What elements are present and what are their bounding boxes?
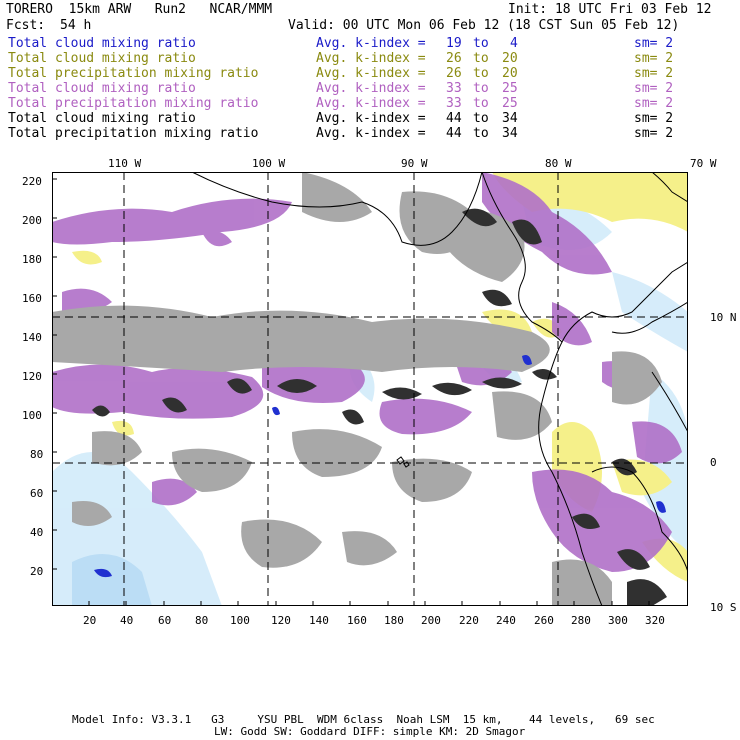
- x-tick-label: 300: [608, 614, 628, 627]
- x-tick-label: 20: [83, 614, 97, 627]
- legend-row-to: 34: [502, 111, 518, 126]
- legend-row-to-word: to: [473, 96, 489, 111]
- legend-row-to-word: to: [473, 36, 489, 51]
- x-tick-label: 220: [459, 614, 479, 627]
- x-tick-label: 80: [195, 614, 209, 627]
- lon-label: 90 W: [401, 157, 428, 170]
- y-tick-label: 100: [22, 409, 42, 422]
- init-time: Init: 18 UTC Fri 03 Feb 12: [508, 2, 712, 17]
- legend-row-sm: sm= 2: [634, 81, 674, 96]
- x-tick-label: 320: [645, 614, 665, 627]
- legend-row-to: 20: [502, 66, 518, 81]
- legend-row-to: 25: [502, 96, 518, 111]
- legend-row-name: Total cloud mixing ratio: [8, 111, 196, 126]
- legend-row-sm: sm= 2: [634, 36, 674, 51]
- legend-row-to: 34: [502, 126, 518, 141]
- legend-row-sm: sm= 2: [634, 66, 674, 81]
- legend-row-name: Total precipitation mixing ratio: [8, 96, 259, 111]
- x-tick-label: 100: [230, 614, 250, 627]
- legend-row-name: Total cloud mixing ratio: [8, 81, 196, 96]
- legend-row-to: 4: [510, 36, 518, 51]
- legend-row-from: 44: [446, 111, 462, 126]
- lat-label: 10 N: [710, 311, 737, 324]
- lat-label: 10 S: [710, 601, 737, 614]
- x-tick-label: 60: [158, 614, 172, 627]
- legend-row-index: Avg. k-index =: [316, 126, 426, 141]
- y-tick-label: 40: [30, 526, 44, 539]
- legend-row-sm: sm= 2: [634, 96, 674, 111]
- coastlines: [191, 172, 688, 606]
- legend-row-to: 20: [502, 51, 518, 66]
- forecast-map: [52, 172, 688, 606]
- model-title: TORERO 15km ARW Run2 NCAR/MMM: [6, 2, 273, 17]
- y-tick-label: 220: [22, 175, 42, 188]
- forecast-hour: 54 h: [60, 18, 92, 33]
- map-frame: [52, 172, 688, 606]
- lon-label: 70 W: [690, 157, 717, 170]
- legend-row-name: Total cloud mixing ratio: [8, 51, 196, 66]
- y-tick-label: 60: [30, 487, 44, 500]
- legend-row-to-word: to: [473, 66, 489, 81]
- legend-row-index: Avg. k-index =: [316, 111, 426, 126]
- legend-row-from: 33: [446, 96, 462, 111]
- x-tick-label: 260: [534, 614, 554, 627]
- lat-label: 0: [710, 456, 717, 469]
- legend-row-name: Total precipitation mixing ratio: [8, 66, 259, 81]
- x-tick-label: 240: [496, 614, 516, 627]
- legend-row-index: Avg. k-index =: [316, 96, 426, 111]
- y-tick-label: 80: [30, 448, 44, 461]
- legend-row-from: 44: [446, 126, 462, 141]
- lat-lon-grid: [52, 172, 688, 606]
- legend-row-from: 26: [446, 51, 462, 66]
- legend-row-to-word: to: [473, 81, 489, 96]
- y-tick-label: 20: [30, 565, 44, 578]
- x-tick-label: 280: [571, 614, 591, 627]
- legend-row-to: 25: [502, 81, 518, 96]
- dark-cloud-cores: [92, 208, 667, 606]
- yellow-cloud-layer: [72, 172, 688, 582]
- blue-cloud-spots: [94, 355, 666, 578]
- legend-row-sm: sm= 2: [634, 111, 674, 126]
- y-tick-label: 120: [22, 370, 42, 383]
- legend-row-from: 33: [446, 81, 462, 96]
- legend-row-name: Total precipitation mixing ratio: [8, 126, 259, 141]
- legend-row-index: Avg. k-index =: [316, 51, 426, 66]
- legend-row-index: Avg. k-index =: [316, 81, 426, 96]
- x-tick-label: 180: [384, 614, 404, 627]
- legend-row-index: Avg. k-index =: [316, 66, 426, 81]
- x-tick-label: 200: [421, 614, 441, 627]
- x-tick-label: 120: [271, 614, 291, 627]
- x-tick-label: 140: [309, 614, 329, 627]
- lon-label: 110 W: [108, 157, 142, 170]
- y-tick-label: 200: [22, 214, 42, 227]
- legend-row-sm: sm= 2: [634, 51, 674, 66]
- legend-row-from: 26: [446, 66, 462, 81]
- lon-label: 100 W: [252, 157, 286, 170]
- y-tick-label: 160: [22, 292, 42, 305]
- legend-row-sm: sm= 2: [634, 126, 674, 141]
- legend-row-name: Total cloud mixing ratio: [8, 36, 196, 51]
- x-tick-label: 40: [120, 614, 134, 627]
- axis-ticks: [52, 178, 650, 606]
- legend-row-to-word: to: [473, 111, 489, 126]
- legend-row-from: 19: [446, 36, 462, 51]
- lon-label: 80 W: [545, 157, 572, 170]
- legend-row-to-word: to: [473, 51, 489, 66]
- legend-row-to-word: to: [473, 126, 489, 141]
- physics-info-line: LW: Godd SW: Goddard DIFF: simple KM: 2D…: [214, 725, 526, 738]
- model-info-line: Model Info: V3.3.1 G3 YSU PBL WDM 6class…: [72, 713, 655, 726]
- y-tick-label: 140: [22, 331, 42, 344]
- x-tick-label: 160: [347, 614, 367, 627]
- gray-cloud-layer: [52, 172, 662, 606]
- legend-row-index: Avg. k-index =: [316, 36, 426, 51]
- valid-time: Valid: 00 UTC Mon 06 Feb 12 (18 CST Sun …: [288, 18, 680, 33]
- y-tick-label: 180: [22, 253, 42, 266]
- forecast-label: Fcst:: [6, 18, 46, 33]
